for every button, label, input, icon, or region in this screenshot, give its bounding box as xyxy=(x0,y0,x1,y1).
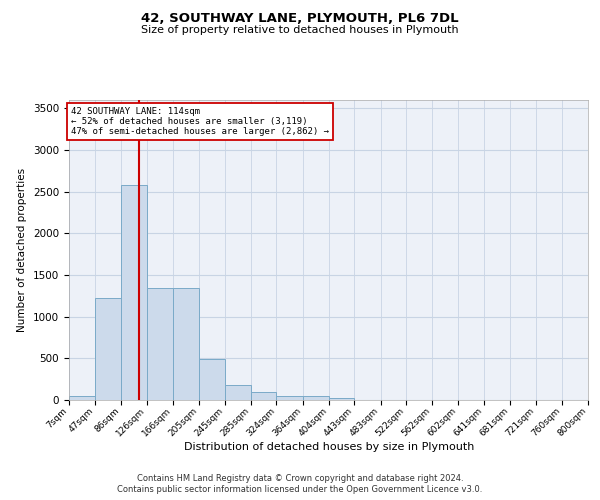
Text: Contains HM Land Registry data © Crown copyright and database right 2024.: Contains HM Land Registry data © Crown c… xyxy=(137,474,463,483)
Bar xyxy=(277,396,302,400)
Text: Distribution of detached houses by size in Plymouth: Distribution of detached houses by size … xyxy=(184,442,474,452)
Bar xyxy=(225,384,251,400)
Text: Contains public sector information licensed under the Open Government Licence v3: Contains public sector information licen… xyxy=(118,485,482,494)
Y-axis label: Number of detached properties: Number of detached properties xyxy=(17,168,28,332)
Bar xyxy=(199,359,225,400)
Bar xyxy=(251,392,277,400)
Bar xyxy=(147,288,173,400)
Bar xyxy=(329,398,355,400)
Bar xyxy=(121,185,147,400)
Bar xyxy=(95,298,121,400)
Bar xyxy=(302,396,329,400)
Bar xyxy=(69,396,95,400)
Text: Size of property relative to detached houses in Plymouth: Size of property relative to detached ho… xyxy=(141,25,459,35)
Bar xyxy=(173,288,199,400)
Text: 42 SOUTHWAY LANE: 114sqm
← 52% of detached houses are smaller (3,119)
47% of sem: 42 SOUTHWAY LANE: 114sqm ← 52% of detach… xyxy=(71,106,329,136)
Text: 42, SOUTHWAY LANE, PLYMOUTH, PL6 7DL: 42, SOUTHWAY LANE, PLYMOUTH, PL6 7DL xyxy=(141,12,459,26)
